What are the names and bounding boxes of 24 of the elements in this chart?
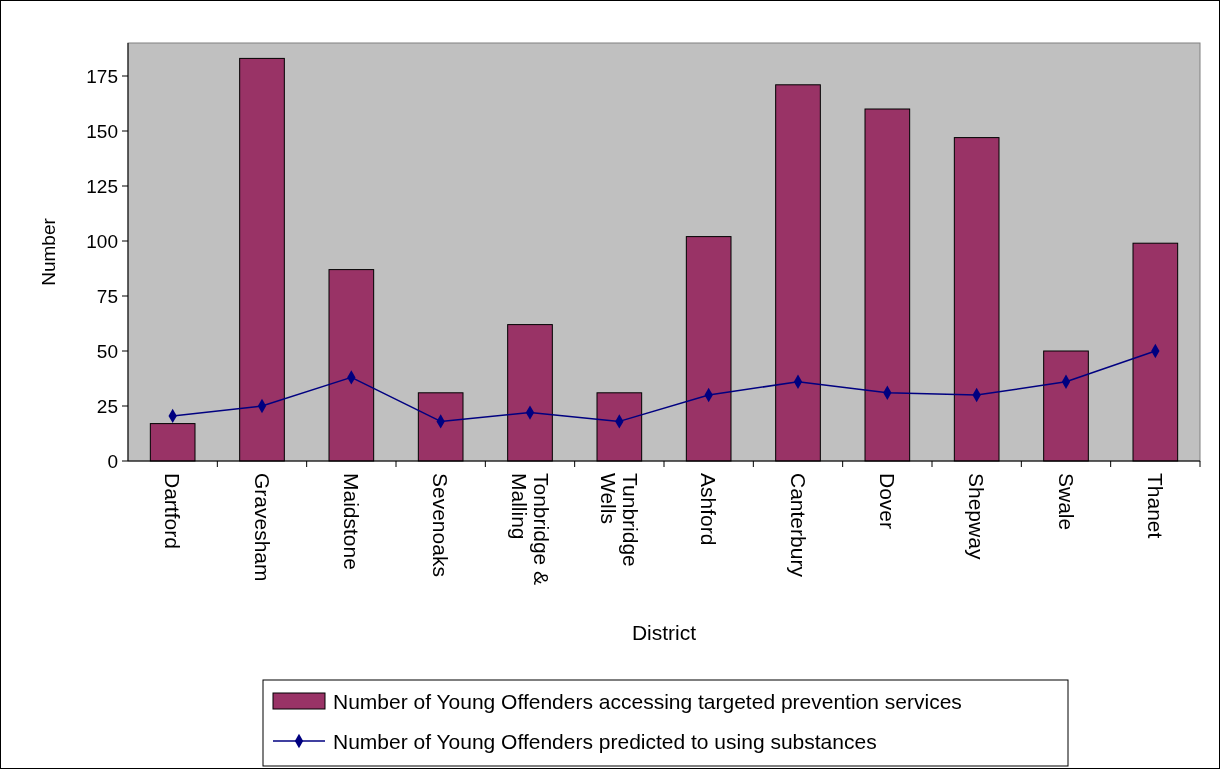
x-tick-label: Tonbridge & Malling [507, 473, 553, 586]
x-tick-label: Dover [875, 473, 899, 530]
y-axis-title: Number [38, 217, 59, 286]
x-tick-label: Sevenoaks [429, 473, 453, 577]
y-tick-label: 100 [86, 230, 118, 252]
legend-label: Number of Young Offenders predicted to using substances [333, 729, 877, 753]
y-tick-label: 25 [96, 395, 118, 417]
legend-label: Number of Young Offenders accessing targeted prevention services [333, 689, 962, 713]
y-tick-label: 50 [96, 340, 118, 362]
x-tick-label: Canterbury [786, 473, 810, 578]
y-tick-label: 175 [86, 65, 118, 87]
y-tick-label: 125 [86, 175, 118, 197]
y-tick-label: 75 [96, 285, 118, 307]
x-tick-label: Thanet [1143, 473, 1167, 539]
y-tick-label: 150 [86, 120, 118, 142]
x-axis-title: District [631, 621, 697, 644]
x-tick-label: Tunbridge Wells [596, 473, 642, 567]
x-tick-label: Maidstone [339, 473, 363, 570]
x-tick-label: Gravesham [250, 473, 274, 582]
x-tick-label: Dartford [161, 473, 185, 549]
y-tick-label: 0 [107, 450, 118, 472]
x-tick-label: Swale [1054, 473, 1078, 531]
x-tick-label: Shepway [965, 473, 989, 560]
x-tick-label: Ashford [697, 473, 721, 546]
